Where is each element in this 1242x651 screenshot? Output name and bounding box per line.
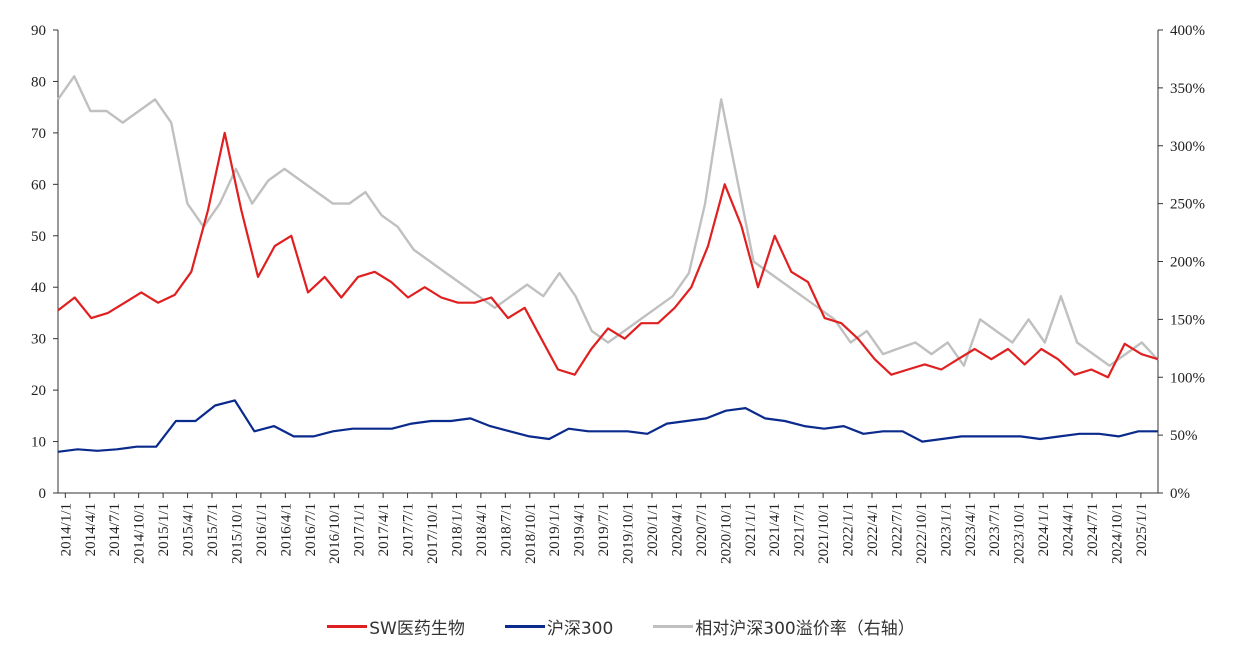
legend-swatch-sw: [327, 625, 368, 628]
x-tick-label: 2017/4/1: [376, 503, 392, 556]
x-tick-label: 2022/10/1: [914, 503, 930, 564]
x-tick-label: 2023/10/1: [1012, 503, 1028, 564]
x-tick-label: 2023/4/1: [963, 503, 979, 556]
y-left-tick-label: 30: [31, 332, 46, 348]
y-left-tick-label: 90: [31, 23, 46, 39]
y-left-tick-label: 20: [31, 383, 46, 399]
x-tick-label: 2022/7/1: [889, 503, 905, 556]
series-line-sw: [57, 131, 1159, 379]
x-tick-label: 2017/10/1: [425, 503, 441, 564]
x-tick-label: 2016/10/1: [327, 503, 343, 564]
x-tick-label: 2014/1/1: [58, 503, 74, 556]
x-tick-label: 2024/7/1: [1085, 503, 1101, 556]
y-left-tick-label: 0: [39, 486, 47, 502]
legend-item-hs300: 沪深300: [504, 614, 614, 639]
x-tick-label: 2022/4/1: [865, 503, 881, 556]
legend-swatch-hs300: [504, 625, 545, 628]
series-lines: [57, 75, 1159, 453]
x-tick-label: 2024/10/1: [1109, 503, 1125, 564]
y-left-tick-label: 70: [31, 126, 46, 142]
x-tick-label: 2020/10/1: [718, 503, 734, 564]
y-right-tick-label: 150%: [1170, 312, 1205, 328]
x-tick-label: 2019/7/1: [596, 503, 612, 556]
x-tick-label: 2020/4/1: [669, 503, 685, 556]
x-tick-label: 2014/10/1: [132, 503, 148, 564]
x-tick-label: 2023/7/1: [987, 503, 1003, 556]
y-right-tick-label: 400%: [1170, 23, 1205, 39]
legend-item-sw: SW医药生物: [327, 614, 465, 639]
x-tick-label: 2021/1/1: [743, 503, 759, 556]
x-tick-label: 2014/4/1: [83, 503, 99, 556]
x-tick-label: 2018/4/1: [474, 503, 490, 556]
x-tick-label: 2015/10/1: [229, 503, 245, 564]
y-right-tick-label: 0%: [1170, 486, 1190, 502]
x-tick-label: 2021/7/1: [792, 503, 808, 556]
x-tick-label: 2014/7/1: [107, 503, 123, 556]
legend-swatch-premium: [653, 625, 694, 628]
legend-label-premium: 相对沪深300溢价率（右轴）: [695, 619, 915, 639]
legend-item-premium: 相对沪深300溢价率（右轴）: [653, 614, 915, 639]
x-tick-label: 2019/1/1: [547, 503, 563, 556]
x-tick-label: 2015/4/1: [181, 503, 197, 556]
x-tick-label: 2025/1/1: [1134, 503, 1150, 556]
x-tick-label: 2022/1/1: [841, 503, 857, 556]
x-tick-label: 2016/1/1: [254, 503, 270, 556]
x-tick-label: 2018/7/1: [498, 503, 514, 556]
y-left-tick-label: 50: [31, 229, 46, 245]
x-tick-label: 2018/10/1: [523, 503, 539, 564]
x-tick-label: 2024/4/1: [1061, 503, 1077, 556]
x-tick-label: 2020/1/1: [645, 503, 661, 556]
series-line-hs300: [57, 399, 1158, 453]
axes: 0 10 20 30 40 50 60 70 80 90 0% 50% 100% 150% 200% 250%…: [31, 23, 1205, 564]
legend-label-sw: SW医药生物: [369, 619, 465, 639]
x-tick-label: 2020/7/1: [694, 503, 710, 556]
x-tick-label: 2016/4/1: [278, 503, 294, 556]
x-tick-label: 2017/7/1: [401, 503, 417, 556]
y-right-tick-label: 300%: [1170, 139, 1205, 155]
x-tick-label: 2015/1/1: [156, 503, 172, 556]
legend: SW医药生物 沪深300 相对沪深300溢价率（右轴）: [0, 614, 1242, 639]
y-right-tick-label: 100%: [1170, 370, 1205, 386]
x-tick-label: 2016/7/1: [303, 503, 319, 556]
series-line-premium: [57, 75, 1159, 367]
x-tick-label: 2023/1/1: [938, 503, 954, 556]
x-tick-label: 2021/4/1: [767, 503, 783, 556]
x-tick-label: 2021/10/1: [816, 503, 832, 564]
y-left-tick-label: 60: [31, 177, 46, 193]
x-tick-label: 2015/7/1: [205, 503, 221, 556]
y-right-tick-label: 50%: [1170, 428, 1198, 444]
x-tick-label: 2019/4/1: [572, 503, 588, 556]
y-right-tick-label: 350%: [1170, 81, 1205, 97]
y-left-tick-label: 40: [31, 280, 46, 296]
y-right-tick-label: 250%: [1170, 197, 1205, 213]
legend-label-hs300: 沪深300: [546, 619, 614, 639]
x-tick-label: 2017/1/1: [352, 503, 368, 556]
x-tick-label: 2024/1/1: [1036, 503, 1052, 556]
x-tick-label: 2018/1/1: [449, 503, 465, 556]
y-right-tick-label: 200%: [1170, 255, 1205, 271]
y-left-tick-label: 80: [31, 74, 46, 90]
x-tick-label: 2019/10/1: [621, 503, 637, 564]
y-left-tick-label: 10: [31, 435, 46, 451]
